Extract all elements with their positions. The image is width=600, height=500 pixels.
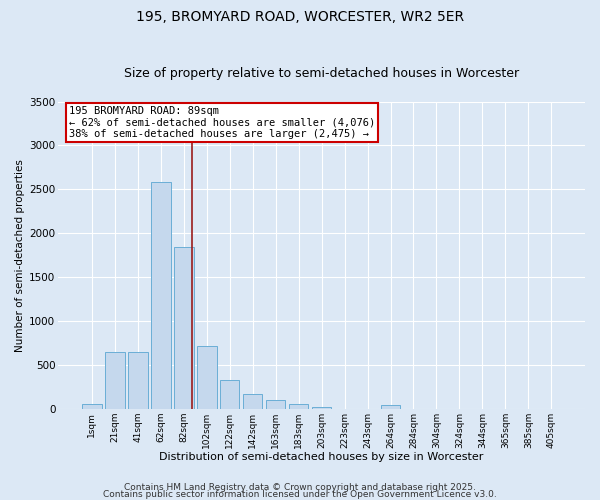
Text: 195 BROMYARD ROAD: 89sqm
← 62% of semi-detached houses are smaller (4,076)
38% o: 195 BROMYARD ROAD: 89sqm ← 62% of semi-d… (69, 106, 375, 140)
Bar (289, 404, 308, 409)
Bar (266, 400, 286, 409)
Title: Size of property relative to semi-detached houses in Worcester: Size of property relative to semi-detach… (124, 66, 519, 80)
Bar (174, 246, 194, 409)
Bar (220, 380, 239, 409)
Bar (105, 352, 125, 409)
Bar (128, 352, 148, 409)
Text: Contains public sector information licensed under the Open Government Licence v3: Contains public sector information licen… (103, 490, 497, 499)
Bar (197, 346, 217, 409)
Bar (381, 405, 400, 409)
Y-axis label: Number of semi-detached properties: Number of semi-detached properties (15, 159, 25, 352)
Text: 195, BROMYARD ROAD, WORCESTER, WR2 5ER: 195, BROMYARD ROAD, WORCESTER, WR2 5ER (136, 10, 464, 24)
Bar (151, 182, 170, 409)
Text: Contains HM Land Registry data © Crown copyright and database right 2025.: Contains HM Land Registry data © Crown c… (124, 484, 476, 492)
Bar (82, 404, 101, 409)
Bar (243, 394, 262, 409)
X-axis label: Distribution of semi-detached houses by size in Worcester: Distribution of semi-detached houses by … (160, 452, 484, 462)
Bar (312, 406, 331, 409)
